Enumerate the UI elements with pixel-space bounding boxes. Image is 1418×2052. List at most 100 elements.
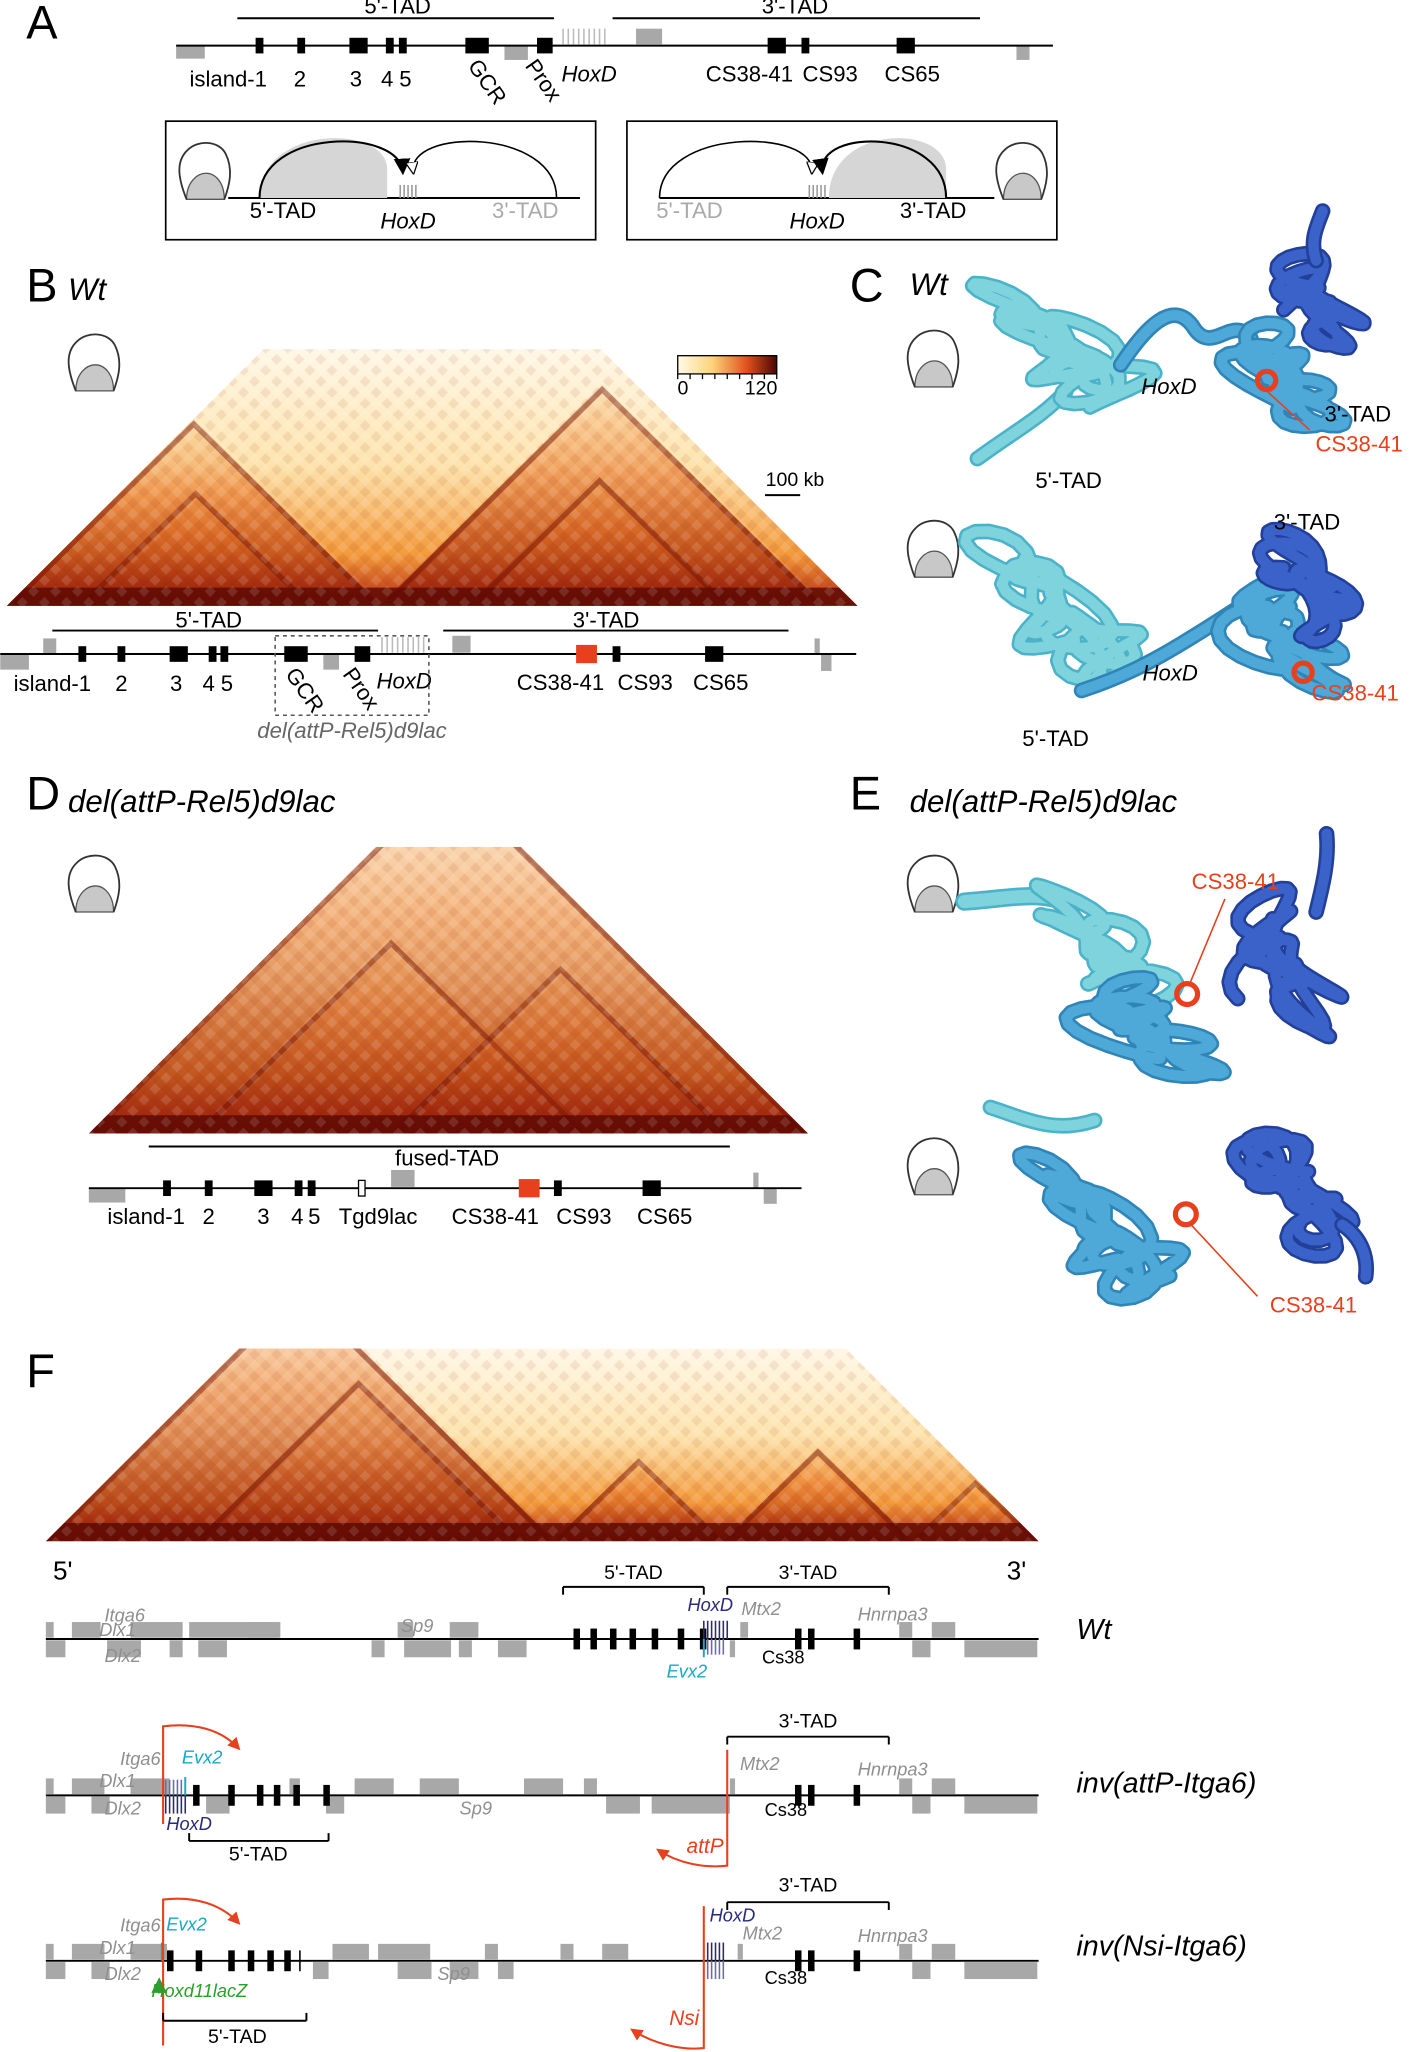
label: Dlx2 <box>104 1963 140 1984</box>
tad-label: 5'-TAD <box>1035 468 1102 493</box>
gene-black <box>208 646 217 662</box>
gene-label: CS65 <box>637 1204 692 1229</box>
polymer <box>1254 524 1362 647</box>
head-outline <box>906 1137 960 1196</box>
gene-gray <box>729 1778 736 1795</box>
end-label: 3' <box>1007 1555 1026 1585</box>
gene-black <box>297 37 306 54</box>
gene-gray <box>931 1778 956 1795</box>
tad-label: 3'-TAD <box>779 1875 838 1897</box>
gene-label: HoxD <box>561 61 616 86</box>
gene-black <box>808 1950 815 1972</box>
arrow <box>413 140 558 199</box>
genotype: Wt <box>68 272 107 307</box>
label: Evx2 <box>182 1747 223 1768</box>
gene-black <box>609 1628 617 1650</box>
gene-black <box>255 37 264 54</box>
head-fill <box>914 885 954 913</box>
inversion-arrow <box>162 1897 241 2046</box>
tad-label: 5'-TAD <box>364 0 431 19</box>
label: Sp9 <box>437 1963 469 1984</box>
gene-black <box>284 646 308 662</box>
leader-line <box>1190 1224 1259 1297</box>
polymer <box>1014 1147 1189 1305</box>
gene-black <box>228 1784 235 1806</box>
gene-black <box>794 1628 802 1650</box>
inversion-arrow <box>630 1906 705 2050</box>
gene-label: CS38-41 <box>517 670 604 695</box>
gene-black <box>705 646 724 662</box>
gene-black <box>294 1180 303 1197</box>
gene-gray <box>753 1172 759 1189</box>
gene-label: HoxD <box>1141 374 1196 399</box>
gene-gray <box>323 654 339 670</box>
gene-gray <box>45 1640 66 1658</box>
label: Dlx2 <box>104 1645 140 1666</box>
gene-gray <box>560 1943 574 1960</box>
polymer <box>1336 1219 1372 1283</box>
gene-gray <box>497 1962 514 1980</box>
enhancer-ring <box>1291 660 1315 684</box>
label: Dlx1 <box>99 1619 135 1640</box>
gene-gray <box>91 1962 110 1980</box>
gene-gray <box>312 1962 329 1980</box>
gene-label: CS38-41 <box>706 61 793 86</box>
gene-gray <box>912 1962 931 1980</box>
gene-gray <box>198 1640 227 1658</box>
gene-black <box>323 1784 330 1806</box>
gene-label: CS93 <box>617 670 672 695</box>
label: Hnrnpa3 <box>858 1603 928 1624</box>
label: Sp9 <box>460 1797 492 1818</box>
genotype: Wt <box>1076 1614 1112 1646</box>
gene-gray <box>247 1622 281 1638</box>
inversion-arrow <box>162 1724 241 1824</box>
gene-gray <box>651 1796 730 1814</box>
gene-gray <box>523 1778 564 1795</box>
gene-label: 5 <box>221 671 233 696</box>
gene-gray <box>964 1962 1038 1980</box>
gene-black <box>651 1628 659 1650</box>
polymer <box>1212 563 1350 698</box>
label: Sp9 <box>401 1615 433 1636</box>
gene-gray <box>419 1778 459 1795</box>
tad-label: 5'-TAD <box>656 198 723 223</box>
gene-label: 4 <box>203 671 215 696</box>
gene-black <box>204 1180 213 1197</box>
gene-gray <box>899 1943 913 1960</box>
gene-gray <box>0 654 29 670</box>
label: Evx2 <box>667 1661 708 1682</box>
gene-gray <box>130 1622 183 1638</box>
transgene <box>357 1179 366 1197</box>
gene-label: 2 <box>203 1204 215 1229</box>
polymer <box>1115 310 1257 371</box>
gene-gray <box>45 1962 66 1980</box>
tad-label: 3'-TAD <box>762 0 829 19</box>
panel-label: B <box>26 260 57 312</box>
gene-black <box>284 1950 291 1972</box>
gene-label: CS38-41 <box>1192 869 1279 894</box>
gene-black <box>307 1180 316 1197</box>
gene-black <box>385 37 394 54</box>
enhancer-ring <box>1254 368 1279 393</box>
gene-gray <box>737 1943 743 1960</box>
head-fill <box>185 172 225 200</box>
gene-gray <box>899 1778 913 1795</box>
gene-gray <box>354 1778 394 1795</box>
label: HoxD <box>687 1594 733 1615</box>
gene-black <box>398 37 407 54</box>
gene-gray <box>45 1943 54 1960</box>
polymer <box>1310 828 1333 918</box>
arrow <box>658 140 812 199</box>
tad-label: 5'-TAD <box>208 2026 267 2048</box>
gene-label: HoxD <box>380 209 435 234</box>
gene-label: 5 <box>308 1204 320 1229</box>
polymer <box>960 526 1147 687</box>
gene-black <box>163 1180 171 1197</box>
arrow <box>258 140 411 199</box>
gene-gray <box>45 1796 66 1814</box>
gene-label: HoxD <box>789 209 844 234</box>
label: Mtx2 <box>743 1923 783 1944</box>
genotype: inv(attP-Itga6) <box>1076 1767 1256 1799</box>
gene-gray <box>606 1796 640 1814</box>
gene-red <box>576 644 597 664</box>
